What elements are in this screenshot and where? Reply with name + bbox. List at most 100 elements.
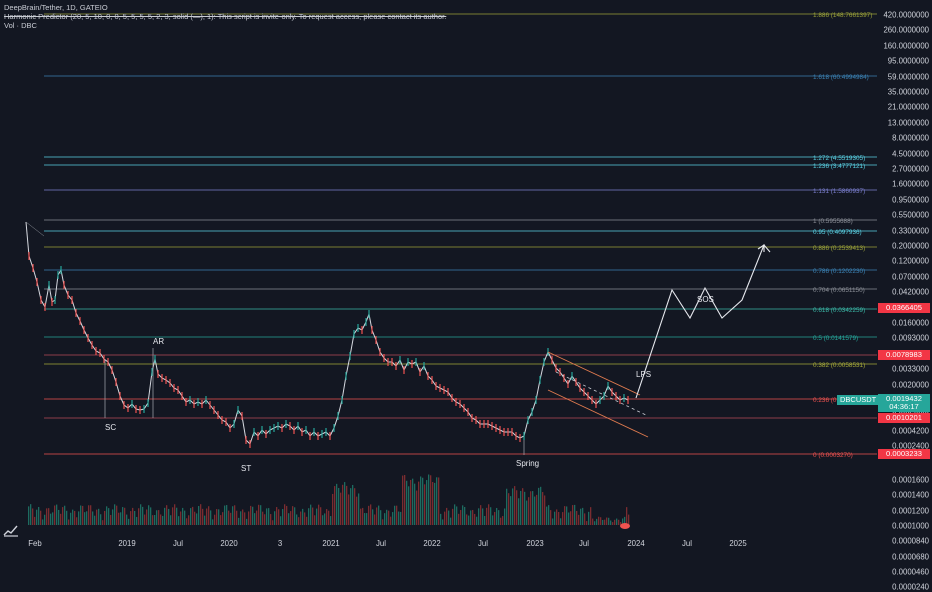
time-axis[interactable]: Feb 2019 Jul 2020 3 2021 Jul 2022 Jul 2023 Jul 2024… bbox=[0, 537, 877, 550]
volume-bar bbox=[574, 504, 576, 525]
time-tick: Jul bbox=[682, 539, 692, 548]
volume-bar bbox=[244, 512, 246, 525]
price-tick: 0.5500000 bbox=[892, 210, 929, 220]
volume-bar bbox=[158, 510, 160, 525]
volume-bar bbox=[296, 514, 298, 525]
price-badge-countdown: 04:36:17 bbox=[878, 402, 930, 412]
symbol-title[interactable]: DeepBrain/Tether, 1D, GATEIO bbox=[4, 3, 108, 12]
volume-bar bbox=[40, 510, 42, 525]
volume-bar bbox=[516, 490, 518, 525]
volume-bar bbox=[218, 509, 220, 525]
volume-bar bbox=[540, 486, 542, 525]
volume-bar bbox=[408, 486, 410, 525]
volume-bar bbox=[302, 508, 304, 525]
time-tick: 2019 bbox=[118, 539, 136, 548]
volume-bar bbox=[312, 507, 314, 525]
price-tick: 0.0033000 bbox=[892, 364, 929, 374]
volume-bar bbox=[536, 494, 538, 525]
volume-bar bbox=[442, 519, 444, 525]
volume-bar bbox=[120, 512, 122, 525]
projection-path[interactable] bbox=[635, 243, 771, 399]
volume-bar bbox=[410, 479, 412, 525]
volume-bar bbox=[206, 508, 208, 525]
fib-label: 1.618 (60.4994984) bbox=[813, 74, 869, 81]
volume-bar bbox=[406, 480, 408, 525]
volume-bar bbox=[528, 497, 530, 525]
price-badge-p4: 0.0003233 bbox=[878, 449, 930, 459]
volume-bar bbox=[576, 510, 578, 525]
volume-bar bbox=[524, 491, 526, 525]
volume-bar bbox=[198, 506, 200, 525]
volume-bar bbox=[92, 511, 94, 525]
volume-bar bbox=[448, 510, 450, 525]
volume-bar bbox=[468, 515, 470, 525]
volume-bar bbox=[504, 508, 506, 525]
volume-bar bbox=[596, 518, 598, 525]
volume-bar bbox=[550, 510, 552, 525]
volume-bar bbox=[562, 512, 564, 525]
volume-bar bbox=[84, 512, 86, 525]
volume-bar bbox=[586, 521, 588, 525]
volume-bar bbox=[620, 522, 622, 525]
fib-label: 1.236 (3.4777121) bbox=[813, 163, 865, 170]
volume-bar bbox=[566, 506, 568, 525]
price-tick: 4.5000000 bbox=[892, 149, 929, 159]
volume-bar bbox=[498, 510, 500, 525]
volume-bar bbox=[592, 518, 594, 525]
tradingview-logo-icon[interactable] bbox=[3, 524, 19, 542]
channel-upper[interactable] bbox=[547, 351, 641, 396]
volume-bar bbox=[128, 518, 130, 525]
volume-bar bbox=[418, 481, 420, 525]
volume-bar bbox=[436, 477, 438, 525]
volume-bar bbox=[100, 514, 102, 525]
volume-bar bbox=[438, 477, 440, 525]
volume-bar bbox=[478, 508, 480, 525]
volume-bar bbox=[396, 505, 398, 525]
price-tick: 0.1200000 bbox=[892, 256, 929, 266]
arrow-head-icon bbox=[757, 243, 765, 252]
volume-bar bbox=[446, 507, 448, 525]
volume-bar bbox=[162, 515, 164, 525]
fib-label: 1 (0.5955688) bbox=[813, 218, 853, 225]
volume-bar bbox=[118, 512, 120, 525]
volume-bar bbox=[476, 516, 478, 525]
volume-bar bbox=[462, 505, 464, 525]
volume-bar bbox=[150, 507, 152, 525]
volume-bar bbox=[390, 516, 392, 525]
volume-bar bbox=[154, 514, 156, 525]
volume-bar bbox=[122, 507, 124, 525]
channel-mid[interactable] bbox=[555, 371, 649, 417]
volume-bar bbox=[240, 511, 242, 525]
volume-bar bbox=[400, 511, 402, 525]
volume-bar bbox=[228, 510, 230, 525]
indicator-label[interactable]: Harmonic Predictor (20, 5, 10, 0, 0, 5, … bbox=[4, 12, 447, 21]
volume-bar bbox=[512, 488, 514, 525]
volume-bar bbox=[232, 506, 234, 525]
price-axis[interactable]: 420.0000000 260.0000000 160.0000000 95.0000… bbox=[837, 0, 932, 592]
volume-bar bbox=[138, 508, 140, 525]
label-st: ST bbox=[241, 464, 252, 473]
volume-bar bbox=[50, 513, 52, 525]
channel-lower[interactable] bbox=[547, 389, 649, 438]
volume-bar bbox=[556, 509, 558, 525]
price-badge-p3: 0.0010201 bbox=[878, 413, 930, 423]
volume-bar bbox=[216, 509, 218, 525]
symbol-badge: DBCUSDT bbox=[837, 395, 880, 405]
volume-bar bbox=[334, 486, 336, 525]
volume-bar bbox=[190, 508, 192, 525]
volume-tick: 0.0000240 bbox=[892, 582, 929, 592]
price-tick: 0.0004200 bbox=[892, 426, 929, 436]
price-chart[interactable]: 1.886 (148.7661397) 1.618 (60.4994984) 1.2… bbox=[0, 0, 877, 537]
volume-label[interactable]: Vol · DBC bbox=[4, 21, 37, 30]
volume-bar bbox=[104, 510, 106, 525]
volume-bar bbox=[28, 506, 30, 525]
volume-bar bbox=[402, 475, 404, 525]
volume-bar bbox=[148, 505, 150, 525]
volume-bar bbox=[466, 514, 468, 525]
volume-tick: 0.0001200 bbox=[892, 506, 929, 516]
volume-bar bbox=[606, 517, 608, 525]
volume-bar bbox=[102, 520, 104, 525]
volume-bar bbox=[168, 508, 170, 525]
volume-bar bbox=[282, 509, 284, 525]
